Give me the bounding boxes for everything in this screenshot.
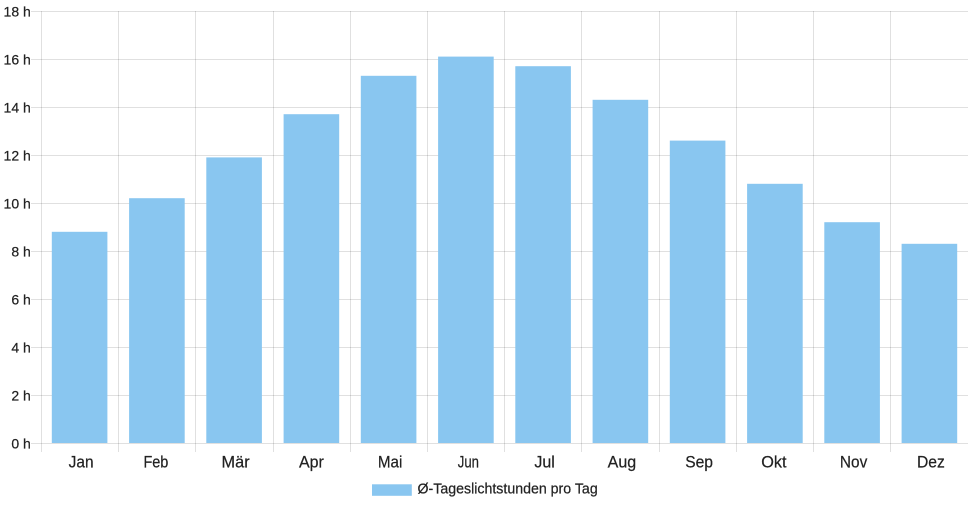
svg-text:Okt: Okt bbox=[761, 452, 787, 471]
svg-text:0 h: 0 h bbox=[11, 435, 30, 451]
svg-text:14 h: 14 h bbox=[4, 99, 31, 115]
svg-text:Jun: Jun bbox=[458, 452, 479, 471]
svg-text:4 h: 4 h bbox=[11, 339, 30, 355]
svg-text:Mai: Mai bbox=[378, 452, 403, 471]
svg-text:Dez: Dez bbox=[917, 452, 945, 471]
svg-text:Sep: Sep bbox=[685, 452, 713, 471]
svg-text:Feb: Feb bbox=[143, 452, 168, 471]
svg-text:Apr: Apr bbox=[299, 452, 324, 471]
svg-text:Nov: Nov bbox=[840, 452, 868, 471]
svg-text:16 h: 16 h bbox=[4, 51, 31, 67]
svg-text:Aug: Aug bbox=[608, 452, 637, 471]
svg-text:2 h: 2 h bbox=[11, 387, 30, 403]
svg-text:18 h: 18 h bbox=[4, 3, 31, 19]
svg-text:Mär: Mär bbox=[222, 452, 250, 471]
svg-text:Jan: Jan bbox=[69, 452, 94, 471]
svg-text:12 h: 12 h bbox=[4, 147, 31, 163]
svg-text:6 h: 6 h bbox=[11, 291, 30, 307]
svg-text:Ø-Tageslichtstunden pro Tag: Ø-Tageslichtstunden pro Tag bbox=[418, 481, 598, 498]
svg-text:10 h: 10 h bbox=[4, 195, 31, 211]
svg-text:8 h: 8 h bbox=[11, 243, 30, 259]
svg-text:Jul: Jul bbox=[534, 452, 554, 471]
